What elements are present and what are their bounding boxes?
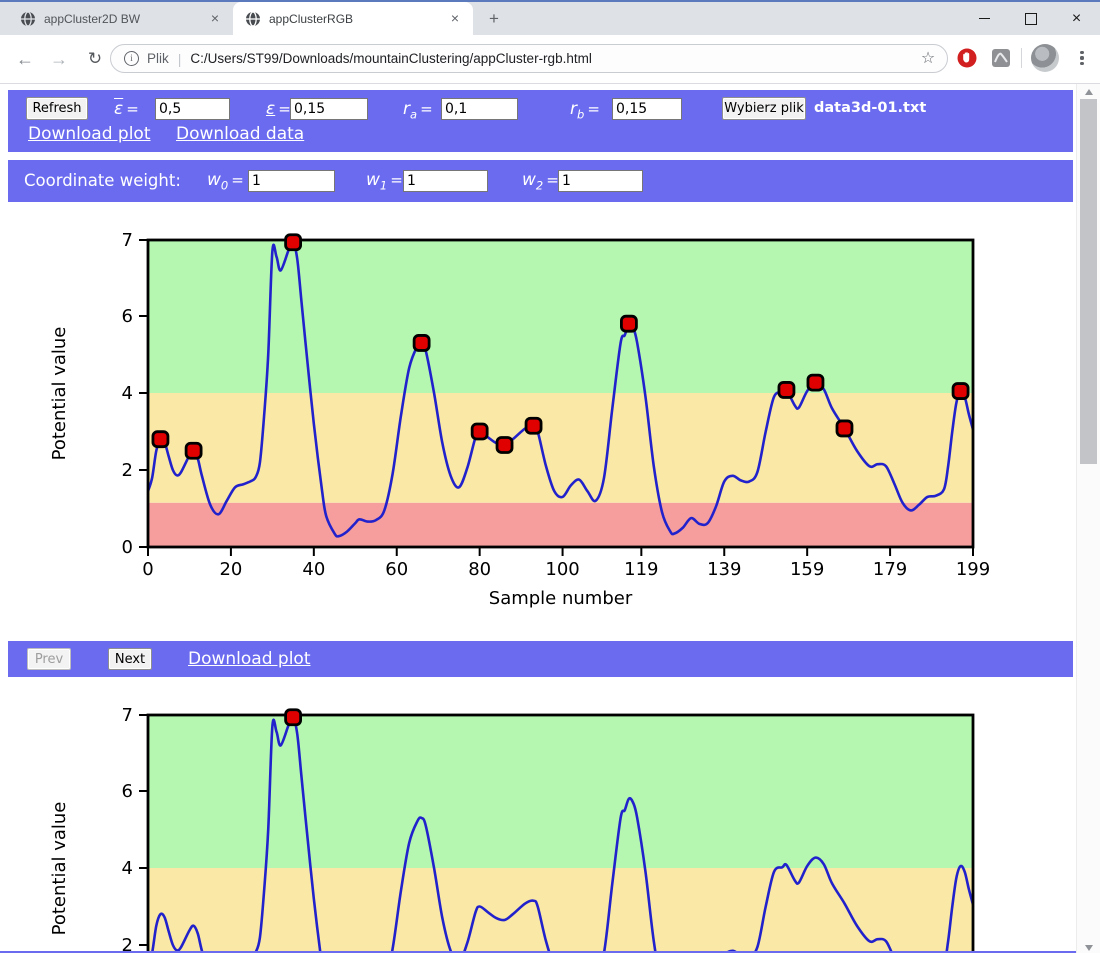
svg-text:4: 4 bbox=[122, 383, 133, 404]
back-icon[interactable]: ← bbox=[16, 49, 34, 69]
rb-label: rb = bbox=[570, 99, 600, 122]
svg-text:40: 40 bbox=[302, 559, 325, 580]
w2-input[interactable] bbox=[558, 170, 643, 192]
bookmark-star-icon[interactable]: ☆ bbox=[920, 49, 936, 67]
svg-text:80: 80 bbox=[468, 559, 491, 580]
vertical-scrollbar[interactable] bbox=[1076, 84, 1100, 953]
tab-appcluster2d-bw[interactable]: appCluster2D BW × bbox=[8, 2, 233, 35]
potential-chart-bottom: 02467020406080100119139159179199Potentia… bbox=[49, 705, 975, 953]
next-button[interactable]: Next bbox=[108, 648, 152, 670]
address-bar[interactable]: i Plik | C:/Users/ST99/Downloads/mountai… bbox=[110, 44, 948, 73]
tab-close-icon[interactable]: × bbox=[210, 9, 220, 26]
refresh-button[interactable]: Refresh bbox=[26, 97, 88, 120]
choose-file-button[interactable]: Wybierz plik bbox=[722, 97, 806, 120]
tab-appclusterrgb[interactable]: appClusterRGB × bbox=[233, 2, 473, 35]
svg-text:Potential value: Potential value bbox=[49, 327, 70, 461]
svg-text:0: 0 bbox=[142, 559, 153, 580]
pager-toolbar: Prev Next Download plot bbox=[8, 641, 1073, 677]
tab-close-icon[interactable]: × bbox=[450, 9, 460, 26]
reload-icon[interactable]: ↻ bbox=[87, 49, 103, 68]
svg-text:199: 199 bbox=[956, 559, 990, 580]
adblock-extension-icon[interactable] bbox=[957, 48, 977, 68]
svg-text:7: 7 bbox=[122, 230, 133, 251]
ra-input[interactable] bbox=[441, 98, 518, 120]
globe-favicon bbox=[246, 10, 260, 27]
w0-input[interactable] bbox=[248, 170, 335, 192]
tab-label: appClusterRGB bbox=[269, 11, 354, 26]
coordinate-weight-toolbar: Coordinate weight: w0= w1= w2= bbox=[8, 160, 1073, 202]
w1-label: w1 = bbox=[366, 170, 403, 193]
svg-text:2: 2 bbox=[122, 935, 133, 953]
svg-text:159: 159 bbox=[790, 559, 824, 580]
partial-toolbar-strip bbox=[0, 951, 1076, 953]
browser-menu-icon[interactable] bbox=[1074, 47, 1090, 69]
ra-label: ra = bbox=[403, 99, 433, 122]
svg-text:139: 139 bbox=[707, 559, 741, 580]
eps-bar-input[interactable] bbox=[155, 98, 230, 120]
window-titlebar[interactable]: appCluster2D BW × appClusterRGB × + × bbox=[0, 2, 1100, 35]
chosen-file-name: data3d-01.txt bbox=[814, 100, 927, 116]
coordinate-weight-label: Coordinate weight: bbox=[24, 171, 181, 190]
page-content: Refresh ε= ε= ra= rb= Wybierz plik data3… bbox=[0, 84, 1076, 953]
window-minimize-button[interactable] bbox=[962, 2, 1007, 35]
prev-button[interactable]: Prev bbox=[27, 648, 71, 670]
scroll-up-button[interactable] bbox=[1077, 84, 1100, 99]
svg-text:Potential value: Potential value bbox=[49, 802, 70, 936]
svg-text:60: 60 bbox=[385, 559, 408, 580]
potential-chart-top: 0 2 4 6 7 0 20 40 60 80 100 119 139 159 179 199 Potentia… bbox=[49, 230, 990, 609]
svg-text:6: 6 bbox=[122, 306, 133, 327]
svg-text:6: 6 bbox=[122, 781, 133, 802]
w1-input[interactable] bbox=[403, 170, 488, 192]
download-plot-link-2[interactable]: Download plot bbox=[188, 649, 311, 669]
browser-toolbar: ← → ↻ i Plik | C:/Users/ST99/Downloads/m… bbox=[0, 35, 1100, 84]
w0-label: w0 = bbox=[207, 170, 244, 193]
scrollbar-thumb[interactable] bbox=[1080, 99, 1097, 464]
tab-label: appCluster2D BW bbox=[44, 11, 141, 26]
eps-input[interactable] bbox=[290, 98, 368, 120]
scroll-down-icon bbox=[1085, 944, 1093, 951]
parameter-toolbar: Refresh ε= ε= ra= rb= Wybierz plik data3… bbox=[8, 90, 1073, 152]
acrobat-extension-icon[interactable] bbox=[991, 48, 1011, 68]
rb-input[interactable] bbox=[612, 98, 682, 120]
svg-text:Sample number: Sample number bbox=[489, 588, 633, 609]
download-plot-link[interactable]: Download plot bbox=[28, 124, 151, 144]
scroll-down-button[interactable] bbox=[1077, 940, 1100, 953]
svg-text:7: 7 bbox=[122, 705, 133, 726]
svg-text:100: 100 bbox=[545, 559, 579, 580]
maximize-icon bbox=[1024, 12, 1037, 25]
eps-label: ε = bbox=[266, 99, 291, 119]
svg-text:20: 20 bbox=[219, 559, 242, 580]
url-text[interactable]: C:/Users/ST99/Downloads/mountainClusteri… bbox=[190, 51, 592, 66]
scroll-up-icon bbox=[1085, 88, 1093, 95]
svg-text:0: 0 bbox=[122, 537, 133, 558]
svg-text:2: 2 bbox=[122, 460, 133, 481]
svg-text:119: 119 bbox=[624, 559, 658, 580]
globe-favicon bbox=[21, 10, 35, 27]
window-maximize-button[interactable] bbox=[1008, 2, 1053, 35]
profile-avatar[interactable] bbox=[1031, 44, 1059, 72]
svg-text:179: 179 bbox=[873, 559, 907, 580]
potential-chart-bottom-wrap: 02467020406080100119139159179199Potentia… bbox=[0, 687, 1076, 953]
window-close-button[interactable]: × bbox=[1054, 2, 1099, 35]
eps-bar-label: ε = bbox=[114, 99, 139, 119]
new-tab-button[interactable]: + bbox=[489, 9, 499, 28]
url-divider: | bbox=[177, 50, 182, 67]
download-data-link[interactable]: Download data bbox=[176, 124, 305, 144]
minimize-icon bbox=[979, 17, 990, 20]
close-icon: × bbox=[1071, 9, 1082, 27]
forward-icon[interactable]: → bbox=[50, 49, 68, 69]
url-scheme: Plik bbox=[147, 51, 169, 66]
svg-text:4: 4 bbox=[122, 858, 133, 879]
toolbar-separator bbox=[1021, 48, 1022, 68]
w2-label: w2 = bbox=[522, 170, 559, 193]
page-info-icon[interactable]: i bbox=[124, 51, 139, 66]
